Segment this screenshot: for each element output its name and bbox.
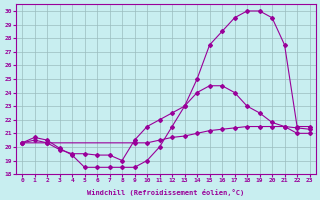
X-axis label: Windchill (Refroidissement éolien,°C): Windchill (Refroidissement éolien,°C) <box>87 189 244 196</box>
